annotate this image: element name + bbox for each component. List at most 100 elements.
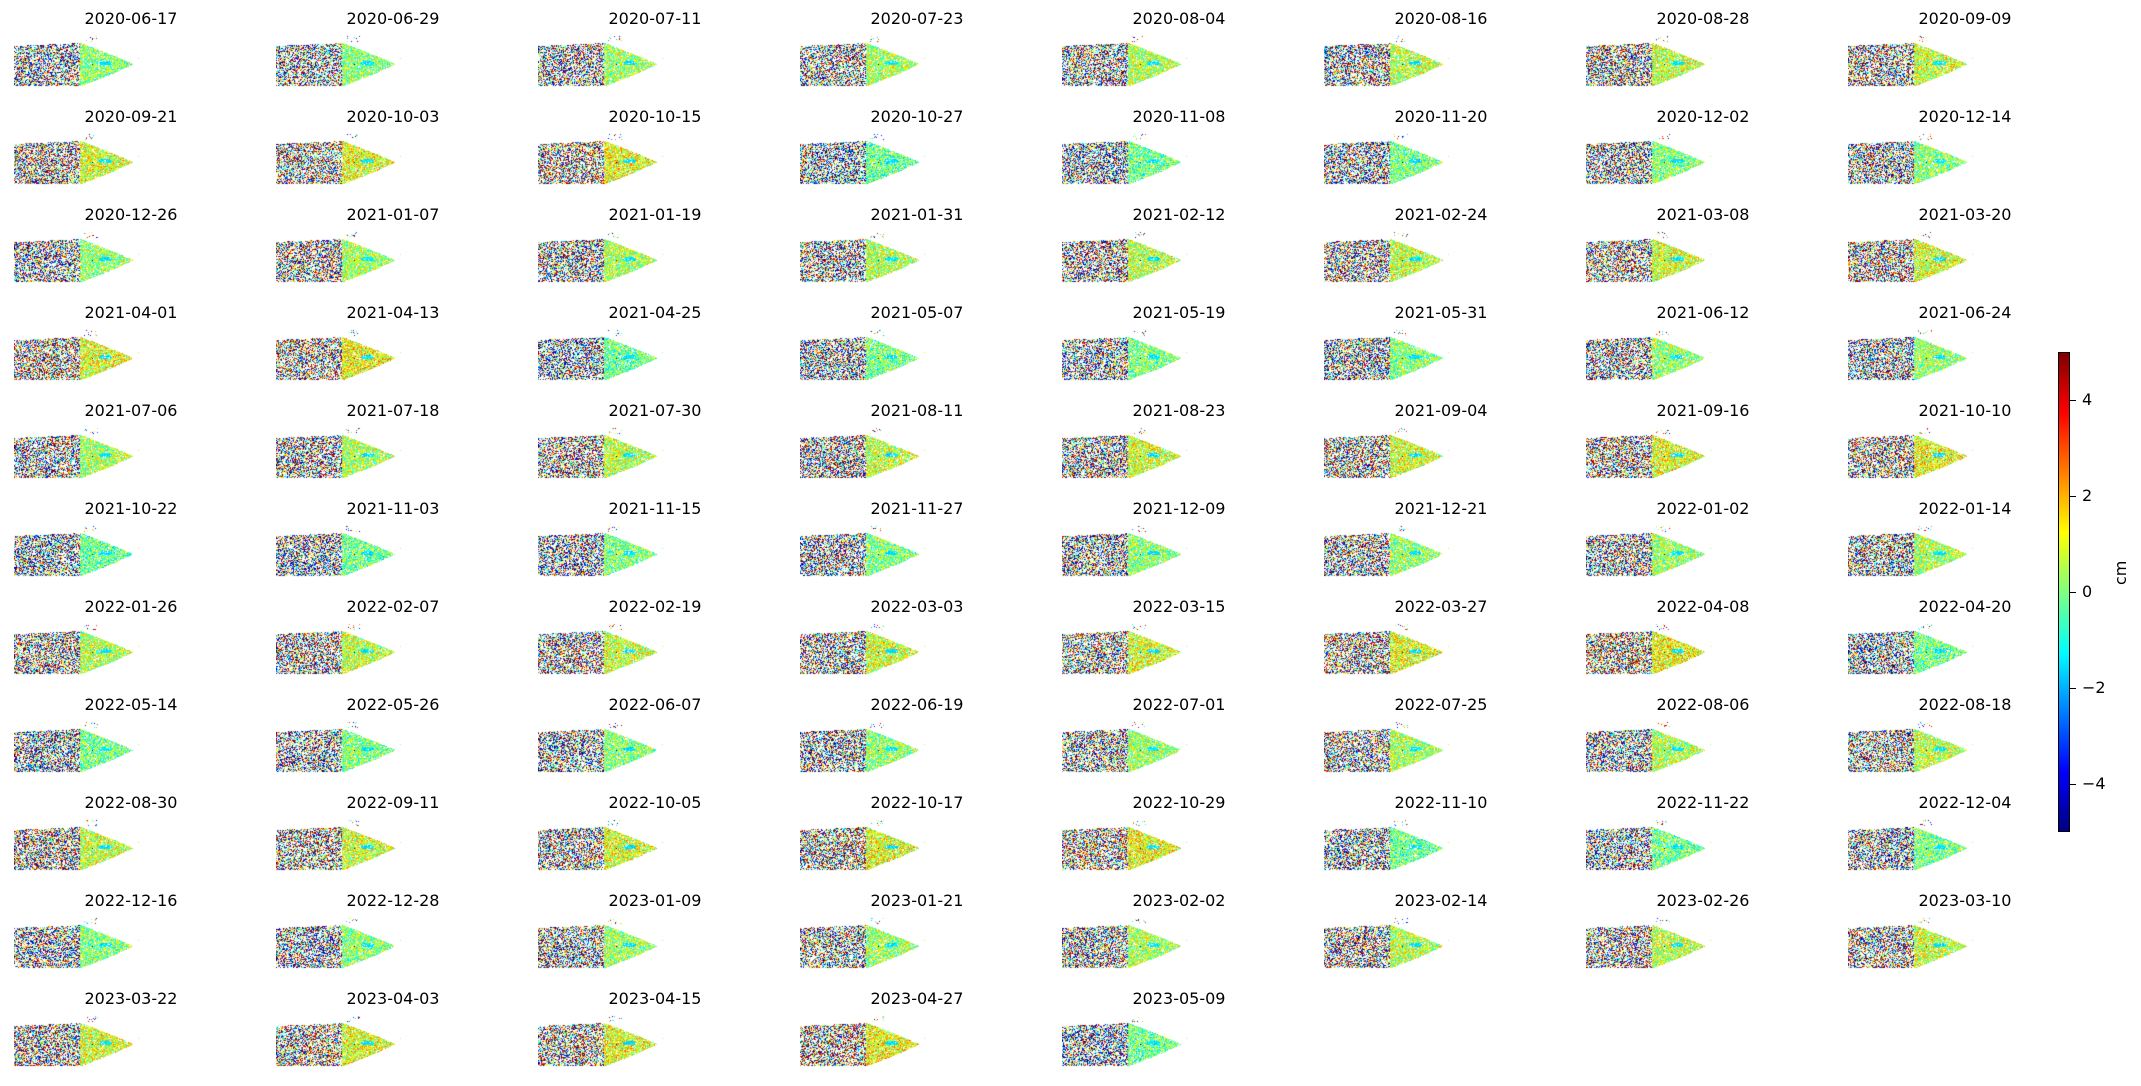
panel-date-title: 2021-03-08 <box>1656 205 1750 224</box>
displacement-map <box>1062 1014 1202 1074</box>
displacement-map <box>1324 916 1464 976</box>
displacement-map <box>1848 328 1988 388</box>
displacement-panel: 2023-02-26 <box>1572 882 1834 980</box>
displacement-map <box>14 1014 154 1074</box>
panel-date-title: 2022-02-19 <box>608 597 702 616</box>
displacement-map <box>1848 622 1988 682</box>
panel-date-title: 2021-12-09 <box>1132 499 1226 518</box>
displacement-map <box>276 230 416 290</box>
displacement-panel: 2022-08-06 <box>1572 686 1834 784</box>
displacement-map <box>14 524 154 584</box>
panel-date-title: 2022-11-10 <box>1394 793 1488 812</box>
colorbar-tick-label: −2 <box>2082 678 2106 697</box>
panel-date-title: 2023-02-02 <box>1132 891 1226 910</box>
panel-date-title: 2022-01-14 <box>1918 499 2012 518</box>
panel-date-title: 2020-08-16 <box>1394 9 1488 28</box>
displacement-map <box>14 622 154 682</box>
displacement-map <box>538 426 678 486</box>
displacement-map <box>1848 34 1988 94</box>
displacement-panel: 2022-09-11 <box>262 784 524 882</box>
displacement-map <box>1586 818 1726 878</box>
displacement-map <box>14 818 154 878</box>
displacement-panel: 2023-01-09 <box>524 882 786 980</box>
displacement-panel: 2022-04-20 <box>1834 588 2096 686</box>
displacement-map <box>800 916 940 976</box>
panel-date-title: 2020-09-09 <box>1918 9 2012 28</box>
panel-date-title: 2022-09-11 <box>346 793 440 812</box>
panel-date-title: 2023-04-03 <box>346 989 440 1008</box>
displacement-map <box>1848 132 1988 192</box>
displacement-panel: 2021-04-01 <box>0 294 262 392</box>
displacement-panel: 2023-03-10 <box>1834 882 2096 980</box>
displacement-panel: 2021-02-24 <box>1310 196 1572 294</box>
panel-date-title: 2022-01-02 <box>1656 499 1750 518</box>
displacement-map <box>276 328 416 388</box>
displacement-panel: 2021-01-07 <box>262 196 524 294</box>
displacement-map <box>1324 818 1464 878</box>
panel-date-title: 2020-12-02 <box>1656 107 1750 126</box>
displacement-map <box>1324 720 1464 780</box>
panel-date-title: 2020-08-04 <box>1132 9 1226 28</box>
panel-date-title: 2022-06-19 <box>870 695 964 714</box>
displacement-panel: 2022-01-26 <box>0 588 262 686</box>
panel-date-title: 2021-05-31 <box>1394 303 1488 322</box>
panel-date-title: 2022-02-07 <box>346 597 440 616</box>
panel-date-title: 2022-05-14 <box>84 695 178 714</box>
displacement-map <box>276 818 416 878</box>
panel-date-title: 2021-10-22 <box>84 499 178 518</box>
panel-date-title: 2022-12-04 <box>1918 793 2012 812</box>
displacement-panel: 2022-03-27 <box>1310 588 1572 686</box>
displacement-panel: 2022-01-02 <box>1572 490 1834 588</box>
displacement-panel: 2020-11-08 <box>1048 98 1310 196</box>
displacement-map <box>1324 328 1464 388</box>
colorbar-gradient <box>2058 352 2070 832</box>
displacement-panel: 2022-12-04 <box>1834 784 2096 882</box>
panel-date-title: 2021-11-15 <box>608 499 702 518</box>
displacement-panel: 2021-10-22 <box>0 490 262 588</box>
displacement-map <box>14 916 154 976</box>
displacement-panel: 2022-10-17 <box>786 784 1048 882</box>
displacement-panel: 2020-07-11 <box>524 0 786 98</box>
displacement-panel: 2020-10-27 <box>786 98 1048 196</box>
displacement-panel: 2021-12-21 <box>1310 490 1572 588</box>
displacement-map <box>14 328 154 388</box>
displacement-map <box>276 34 416 94</box>
displacement-map <box>1324 230 1464 290</box>
displacement-panel: 2023-02-02 <box>1048 882 1310 980</box>
displacement-map <box>800 426 940 486</box>
displacement-panel: 2022-08-30 <box>0 784 262 882</box>
displacement-map <box>1848 818 1988 878</box>
panel-date-title: 2023-03-10 <box>1918 891 2012 910</box>
panel-date-title: 2022-12-16 <box>84 891 178 910</box>
panel-date-title: 2022-10-05 <box>608 793 702 812</box>
panel-date-title: 2020-10-27 <box>870 107 964 126</box>
displacement-map <box>14 230 154 290</box>
displacement-map <box>1062 426 1202 486</box>
colorbar-tick <box>2070 400 2076 401</box>
displacement-panel: 2021-02-12 <box>1048 196 1310 294</box>
displacement-map <box>1848 524 1988 584</box>
panel-date-title: 2021-05-19 <box>1132 303 1226 322</box>
colorbar-label: cm <box>2111 560 2130 585</box>
displacement-map <box>1848 916 1988 976</box>
panel-date-title: 2020-06-29 <box>346 9 440 28</box>
displacement-panel: 2020-09-21 <box>0 98 262 196</box>
panel-date-title: 2020-12-26 <box>84 205 178 224</box>
displacement-panel: 2021-04-13 <box>262 294 524 392</box>
panel-date-title: 2021-12-21 <box>1394 499 1488 518</box>
panel-date-title: 2022-08-06 <box>1656 695 1750 714</box>
displacement-map <box>1586 916 1726 976</box>
panel-date-title: 2022-08-30 <box>84 793 178 812</box>
panel-date-title: 2023-01-09 <box>608 891 702 910</box>
displacement-panel: 2023-04-03 <box>262 980 524 1078</box>
colorbar: 4 2 0 −2 −4 <box>2050 352 2130 832</box>
displacement-map <box>538 622 678 682</box>
displacement-panel: 2022-06-07 <box>524 686 786 784</box>
displacement-map <box>1848 426 1988 486</box>
displacement-map <box>800 1014 940 1074</box>
displacement-panel: 2022-01-14 <box>1834 490 2096 588</box>
panel-date-title: 2020-07-11 <box>608 9 702 28</box>
displacement-map <box>1848 230 1988 290</box>
displacement-map <box>1324 426 1464 486</box>
panel-date-title: 2021-08-11 <box>870 401 964 420</box>
